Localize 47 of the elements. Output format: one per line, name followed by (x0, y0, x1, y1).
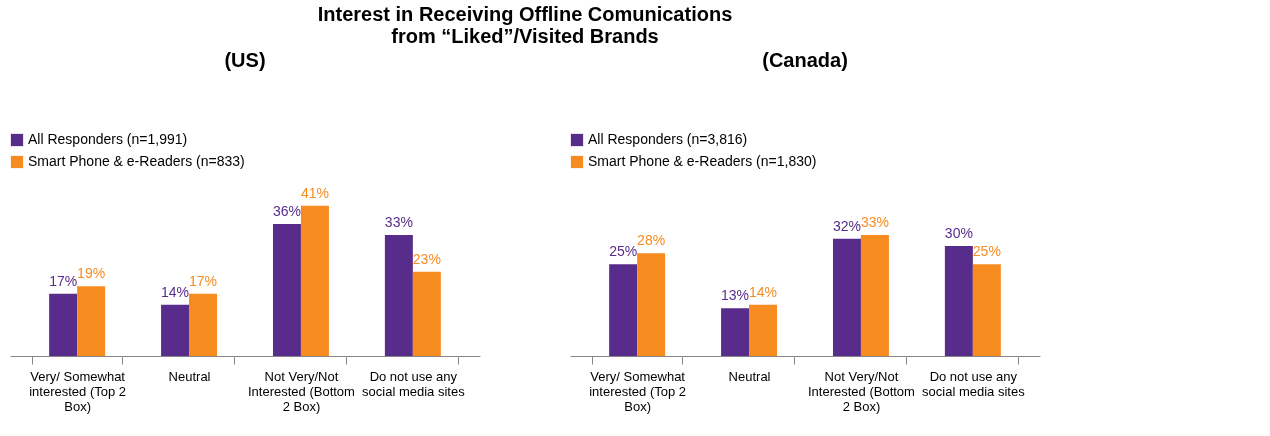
data-label: 23% (412, 250, 441, 267)
chart-title: (Canada) (762, 49, 848, 71)
x-tick-label: Not Very/Not Interested (Bottom 2 Box) (807, 368, 915, 414)
bar (272, 224, 301, 356)
bar (609, 264, 638, 356)
data-label: 14% (161, 283, 190, 300)
data-label: 17% (49, 272, 78, 289)
bar (637, 253, 666, 356)
bar (161, 304, 190, 356)
data-label: 25% (972, 243, 1001, 260)
bar (749, 304, 778, 356)
data-label: 41% (300, 184, 329, 201)
bar (300, 205, 329, 356)
data-label: 33% (384, 214, 413, 230)
bar (860, 235, 889, 356)
x-tick-label: Do not use any social media sites (362, 368, 466, 399)
legend-label: All Responders (n=3,816) (588, 131, 748, 147)
bar (972, 264, 1001, 356)
data-label: 17% (189, 272, 218, 289)
chart-subtitle: (US) (224, 49, 266, 71)
text: Interest in Receiving Offline Comunications from “Liked”/Visited Brands (317, 3, 733, 47)
data-label: 32% (832, 217, 861, 234)
x-tick-label: Not Very/Not Interested (Bottom 2 Box) (247, 368, 355, 414)
data-label: 36% (272, 203, 301, 219)
data-label: 25% (609, 243, 638, 260)
data-label: 13% (721, 287, 750, 304)
data-label: 33% (860, 214, 889, 230)
data-label: 30% (944, 225, 973, 241)
x-tick-label: Do not use any social media sites (922, 368, 1026, 399)
x-tick-label: Very/ Somewhat interested (Top 2 Box) (589, 368, 687, 414)
data-label: 14% (749, 283, 778, 300)
x-tick-label: Neutral (168, 368, 211, 384)
x-tick-label: Very/ Somewhat interested (Top 2 Box) (29, 368, 127, 414)
legend-label: All Responders (n=1,991) (28, 131, 188, 147)
legend-label: Smart Phone & e-Readers (n=833) (28, 153, 245, 169)
bar (412, 271, 441, 356)
data-label: 28% (637, 232, 666, 249)
bar (189, 293, 218, 356)
bar (384, 235, 413, 356)
bar (832, 238, 861, 356)
bar (77, 286, 106, 356)
bar (49, 293, 78, 356)
bar (721, 308, 750, 356)
legend-label: Smart Phone & e-Readers (n=1,830) (588, 153, 817, 169)
data-label: 19% (77, 265, 106, 282)
bar (944, 246, 973, 356)
x-tick-label: Neutral (728, 368, 771, 384)
